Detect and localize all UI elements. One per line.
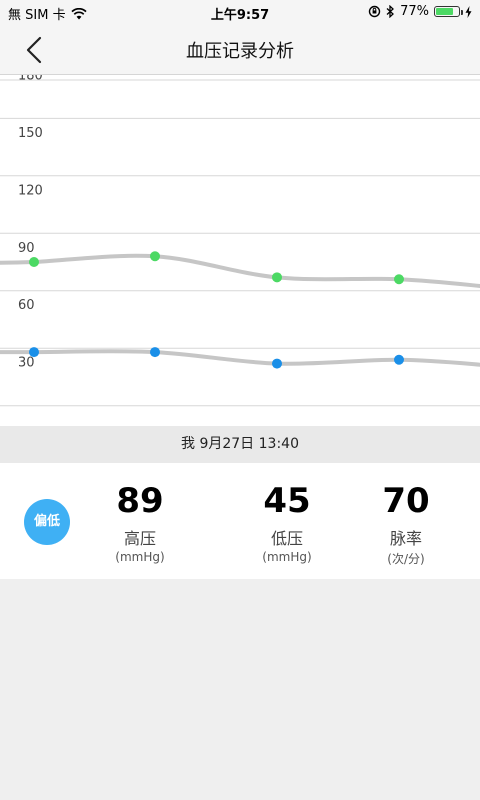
diastolic-unit: (mmHg): [262, 550, 312, 564]
y-tick-label: 30: [18, 356, 35, 371]
battery-percent: 77%: [400, 4, 429, 19]
systolic-unit: (mmHg): [115, 550, 165, 564]
battery-icon: [434, 6, 463, 17]
data-point[interactable]: [29, 347, 39, 358]
y-tick-label: 120: [18, 183, 43, 198]
data-point[interactable]: [272, 272, 282, 283]
data-point[interactable]: [150, 347, 160, 358]
systolic-value: 89: [116, 481, 164, 521]
systolic-label: 高压: [123, 529, 156, 548]
status-right: 77%: [368, 4, 472, 19]
blood-pressure-chart[interactable]: 180 150 120 90 60 30: [0, 75, 480, 426]
y-tick-label: 180: [18, 75, 43, 83]
selected-record-label: 我 9月27日 13:40: [0, 426, 480, 463]
status-badge: 偏低: [24, 499, 70, 545]
wifi-icon: [70, 7, 87, 19]
y-tick-label: 90: [18, 241, 35, 256]
nav-bar: 血压记录分析: [0, 24, 480, 75]
systolic-reading: 89 高压 (mmHg): [80, 481, 200, 564]
readings-panel: 偏低 89 高压 (mmHg) 45 低压 (mmHg) 70 脉率 (次/分): [0, 463, 480, 579]
status-bar: 無 SIM 卡 上午9:57 77%: [0, 0, 480, 24]
y-tick-label: 60: [18, 298, 35, 313]
chevron-left-icon: [26, 36, 42, 64]
bluetooth-icon: [386, 5, 395, 18]
page-title: 血压记录分析: [186, 41, 294, 62]
diastolic-reading: 45 低压 (mmHg): [227, 481, 347, 564]
data-point[interactable]: [29, 257, 39, 268]
pulse-label: 脉率: [389, 529, 422, 548]
pulse-reading: 70 脉率 (次/分): [346, 481, 466, 567]
diastolic-value: 45: [263, 481, 311, 521]
series-line: [0, 349, 480, 367]
pulse-unit: (次/分): [387, 552, 425, 566]
battery-fill: [436, 8, 453, 15]
orientation-lock-icon: [368, 5, 381, 18]
carrier-label: 無 SIM 卡: [8, 8, 66, 23]
data-point[interactable]: [394, 274, 404, 285]
series-line: [0, 253, 480, 288]
chart-svg: 180 150 120 90 60 30: [0, 75, 480, 407]
data-point[interactable]: [272, 358, 282, 369]
charging-icon: [465, 5, 472, 18]
status-time: 上午9:57: [210, 8, 270, 23]
back-button[interactable]: [18, 34, 54, 66]
pulse-value: 70: [382, 481, 430, 521]
battery-cap: [461, 10, 463, 15]
diastolic-label: 低压: [270, 529, 303, 548]
y-tick-label: 150: [18, 126, 43, 141]
data-point[interactable]: [394, 354, 404, 365]
status-left: 無 SIM 卡: [8, 4, 87, 23]
data-point[interactable]: [150, 251, 160, 262]
